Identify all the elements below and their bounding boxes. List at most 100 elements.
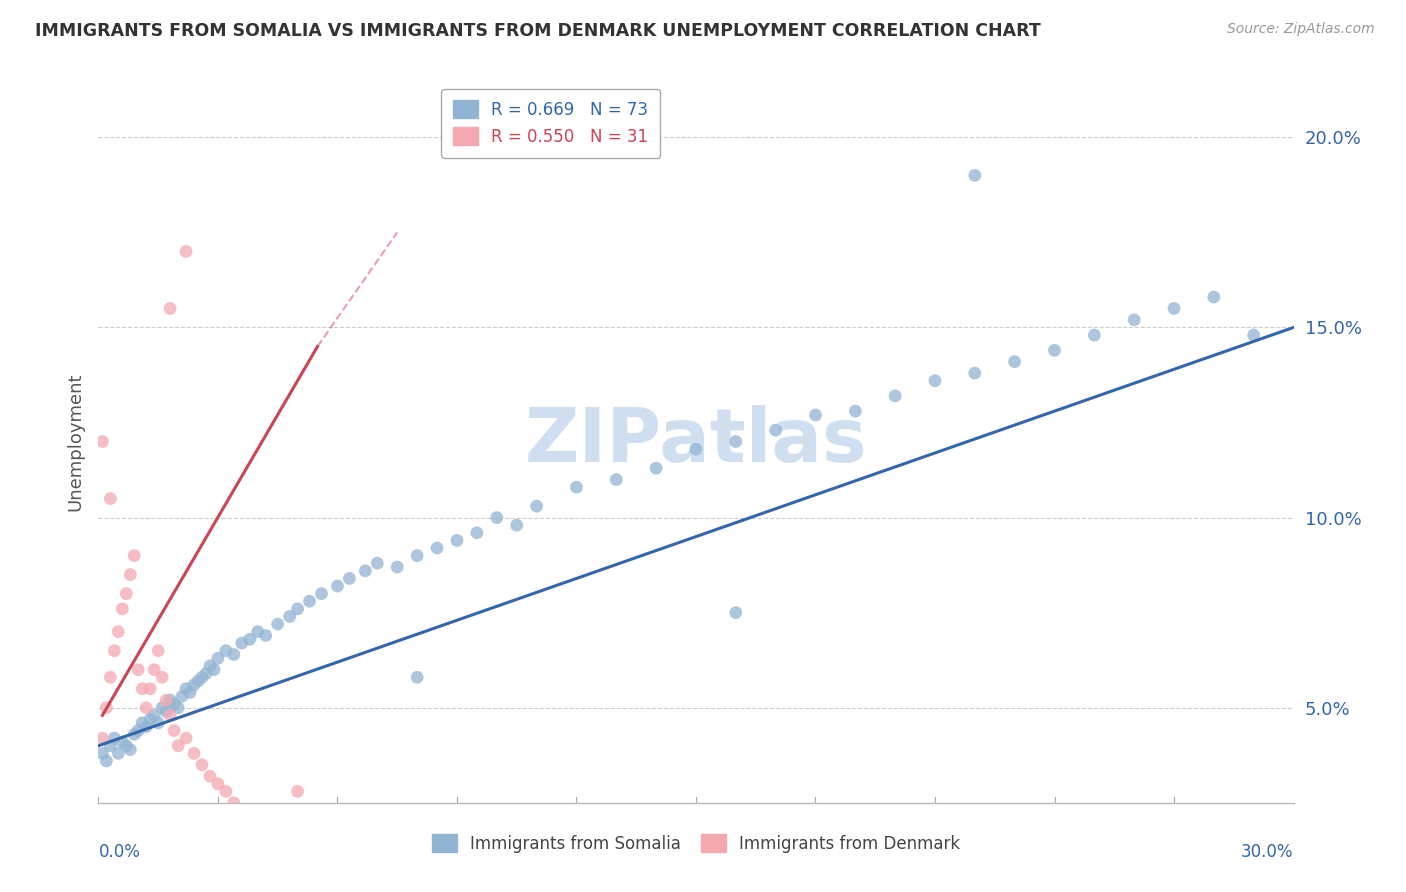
Point xyxy=(159,301,181,316)
Point xyxy=(446,533,468,548)
Point xyxy=(246,822,269,837)
Point xyxy=(163,697,186,711)
Point xyxy=(124,549,146,563)
Point xyxy=(724,606,747,620)
Point xyxy=(215,784,238,798)
Point xyxy=(506,518,529,533)
Point xyxy=(96,754,118,768)
Point xyxy=(231,636,253,650)
Point xyxy=(187,674,209,689)
Point xyxy=(884,389,907,403)
Point xyxy=(183,678,205,692)
Point xyxy=(191,670,214,684)
Point xyxy=(163,723,186,738)
Text: 30.0%: 30.0% xyxy=(1241,843,1294,861)
Point xyxy=(287,602,309,616)
Point xyxy=(207,777,229,791)
Point xyxy=(278,609,301,624)
Point xyxy=(120,567,142,582)
Point xyxy=(179,685,201,699)
Point xyxy=(254,628,277,642)
Point xyxy=(143,663,166,677)
Point xyxy=(167,700,190,714)
Point xyxy=(1043,343,1066,358)
Point xyxy=(143,708,166,723)
Point xyxy=(111,735,134,749)
Point xyxy=(565,480,588,494)
Text: 0.0%: 0.0% xyxy=(98,843,141,861)
Point xyxy=(844,404,866,418)
Point xyxy=(139,681,162,696)
Point xyxy=(465,525,488,540)
Point xyxy=(426,541,449,555)
Point xyxy=(103,731,125,746)
Point xyxy=(231,807,253,822)
Point xyxy=(765,423,787,437)
Point xyxy=(198,659,221,673)
Point xyxy=(195,666,218,681)
Point xyxy=(135,700,157,714)
Point xyxy=(155,705,177,719)
Point xyxy=(131,715,153,730)
Point xyxy=(406,549,429,563)
Point xyxy=(605,473,627,487)
Point xyxy=(159,693,181,707)
Point xyxy=(135,720,157,734)
Point xyxy=(1083,328,1105,343)
Point xyxy=(124,727,146,741)
Point xyxy=(298,594,321,608)
Point xyxy=(339,571,361,585)
Point xyxy=(174,731,197,746)
Point xyxy=(215,643,238,657)
Point xyxy=(207,651,229,665)
Point xyxy=(98,670,122,684)
Point xyxy=(174,681,197,696)
Point xyxy=(172,690,194,704)
Point xyxy=(963,169,986,183)
Point xyxy=(222,796,245,810)
Point xyxy=(191,757,214,772)
Point xyxy=(139,712,162,726)
Point xyxy=(103,643,125,657)
Point xyxy=(155,693,177,707)
Point xyxy=(1163,301,1185,316)
Point xyxy=(924,374,946,388)
Point xyxy=(1004,354,1026,368)
Point xyxy=(222,648,245,662)
Point xyxy=(287,784,309,798)
Point xyxy=(150,700,173,714)
Point xyxy=(174,244,197,259)
Point xyxy=(107,747,129,761)
Point xyxy=(183,747,205,761)
Point xyxy=(107,624,129,639)
Point xyxy=(159,708,181,723)
Point xyxy=(91,747,114,761)
Point xyxy=(150,670,173,684)
Point xyxy=(963,366,986,380)
Point xyxy=(96,700,118,714)
Point xyxy=(167,739,190,753)
Point xyxy=(127,723,149,738)
Point xyxy=(326,579,349,593)
Point xyxy=(366,556,388,570)
Point xyxy=(1202,290,1225,304)
Point xyxy=(526,499,548,513)
Point xyxy=(239,632,262,647)
Point xyxy=(98,739,122,753)
Point xyxy=(354,564,377,578)
Point xyxy=(485,510,508,524)
Text: ZIPatlas: ZIPatlas xyxy=(524,405,868,478)
Point xyxy=(127,663,149,677)
Point xyxy=(239,814,262,829)
Y-axis label: Unemployment: Unemployment xyxy=(66,372,84,511)
Point xyxy=(1243,328,1265,343)
Point xyxy=(115,739,138,753)
Point xyxy=(385,560,409,574)
Point xyxy=(1123,313,1146,327)
Text: Source: ZipAtlas.com: Source: ZipAtlas.com xyxy=(1227,22,1375,37)
Point xyxy=(111,602,134,616)
Point xyxy=(198,769,221,783)
Point xyxy=(202,663,225,677)
Point xyxy=(406,670,429,684)
Legend: Immigrants from Somalia, Immigrants from Denmark: Immigrants from Somalia, Immigrants from… xyxy=(425,828,967,860)
